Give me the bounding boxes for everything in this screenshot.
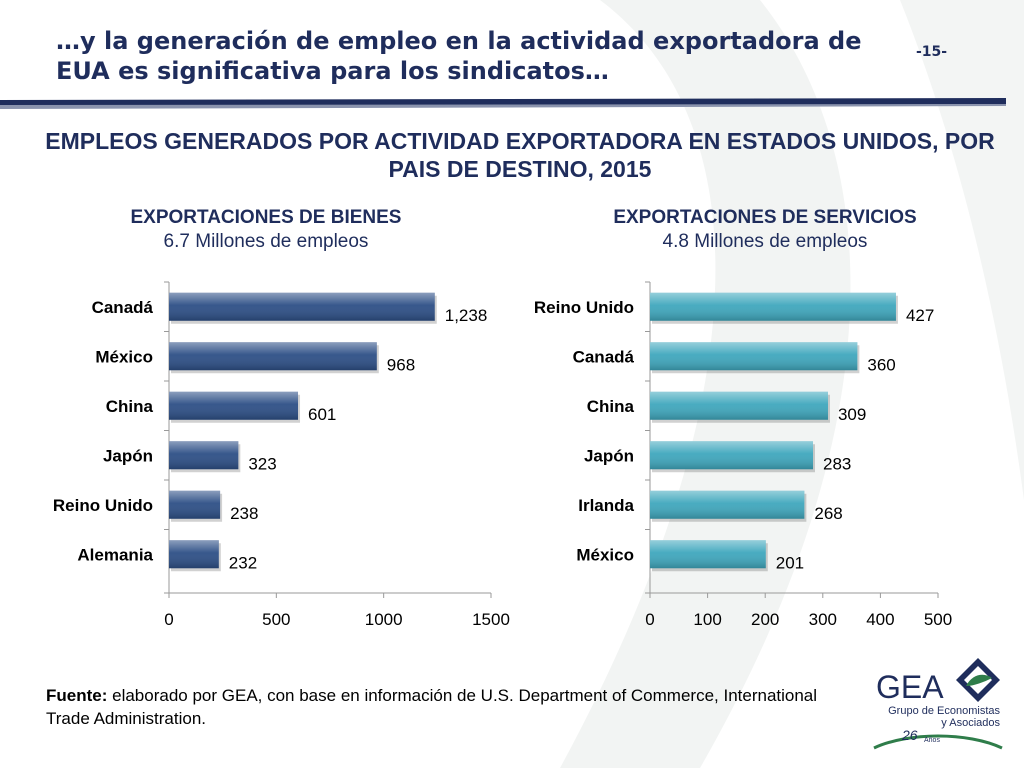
gea-logo: GEA Grupo de Economistas y Asociados 26 … — [873, 658, 1003, 750]
x-tick-label: 400 — [866, 610, 894, 629]
logo-years-label: Años — [924, 737, 940, 744]
x-tick-label: 300 — [809, 610, 837, 629]
x-tick-label: 1000 — [365, 610, 403, 629]
chart-bienes: EXPORTACIONES DE BIENES 6.7 Millones de … — [0, 206, 520, 629]
category-label: Reino Unido — [53, 496, 153, 515]
x-tick-label: 200 — [751, 610, 779, 629]
bar-shine — [650, 441, 814, 470]
bar-shine — [169, 342, 377, 371]
value-label: 968 — [387, 355, 415, 374]
category-label: Irlanda — [578, 496, 634, 515]
source-label: Fuente: — [46, 686, 108, 705]
logo-line2: y Asociados — [941, 717, 1000, 729]
value-label: 201 — [776, 553, 804, 572]
chart-servicios-title: EXPORTACIONES DE SERVICIOS — [613, 207, 917, 228]
bar-shine — [650, 342, 858, 371]
main-heading: EMPLEOS GENERADOS POR ACTIVIDAD EXPORTAD… — [45, 128, 995, 182]
logo-line1: Grupo de Economistas — [888, 705, 1000, 717]
category-label: México — [95, 347, 153, 366]
title-underline — [0, 98, 1006, 109]
x-tick-label: 1500 — [472, 610, 510, 629]
logo-mark-icon — [956, 658, 1000, 702]
value-label: 268 — [814, 504, 842, 523]
category-label: China — [587, 397, 635, 416]
category-label: China — [106, 397, 154, 416]
value-label: 1,238 — [445, 306, 488, 325]
bar-shine — [650, 391, 828, 420]
x-tick-label: 100 — [693, 610, 721, 629]
bar-shine — [650, 490, 805, 519]
bar-shine — [650, 292, 896, 321]
category-label: Alemania — [77, 545, 153, 564]
value-label: 360 — [867, 355, 895, 374]
chart-servicios-plot: Reino Unido 427 Canadá 360 China 309 Japón 283 I… — [534, 281, 952, 629]
chart-bienes-plot: Canadá 1,238 México 968 China 601 Japón 323 Rein… — [53, 281, 510, 629]
value-label: 323 — [248, 454, 276, 473]
chart-servicios-subtitle: 4.8 Millones de empleos — [662, 231, 868, 252]
page-number: -15- — [916, 44, 948, 60]
value-label: 238 — [230, 504, 258, 523]
x-tick-label: 500 — [924, 610, 952, 629]
value-label: 601 — [308, 405, 336, 424]
source-text: elaborado por GEA, con base en informaci… — [46, 686, 818, 728]
chart-bienes-title: EXPORTACIONES DE BIENES — [130, 207, 402, 228]
x-tick-label: 0 — [645, 610, 654, 629]
bar-shine — [169, 490, 221, 519]
bar-shine — [169, 540, 219, 569]
category-label: Japón — [584, 446, 634, 465]
chart-servicios: EXPORTACIONES DE SERVICIOS 4.8 Millones … — [500, 206, 980, 629]
bar-shine — [650, 540, 766, 569]
category-label: México — [576, 545, 634, 564]
source-note: Fuente: elaborado por GEA, con base en i… — [46, 684, 846, 730]
category-label: Canadá — [92, 298, 154, 317]
value-label: 283 — [823, 454, 851, 473]
logo-years: 26 — [901, 727, 918, 743]
x-tick-label: 0 — [164, 610, 173, 629]
category-label: Reino Unido — [534, 298, 634, 317]
x-tick-label: 500 — [262, 610, 290, 629]
value-label: 232 — [229, 553, 257, 572]
value-label: 427 — [906, 306, 934, 325]
logo-swoosh — [873, 734, 1003, 750]
logo-name: GEA — [876, 669, 944, 705]
slide-title: …y la generación de empleo en la activid… — [56, 27, 862, 85]
bar-shine — [169, 441, 239, 470]
value-label: 309 — [838, 405, 866, 424]
bar-shine — [169, 292, 435, 321]
category-label: Japón — [103, 446, 153, 465]
chart-bienes-subtitle: 6.7 Millones de empleos — [163, 231, 369, 252]
category-label: Canadá — [573, 347, 635, 366]
bar-shine — [169, 391, 299, 420]
